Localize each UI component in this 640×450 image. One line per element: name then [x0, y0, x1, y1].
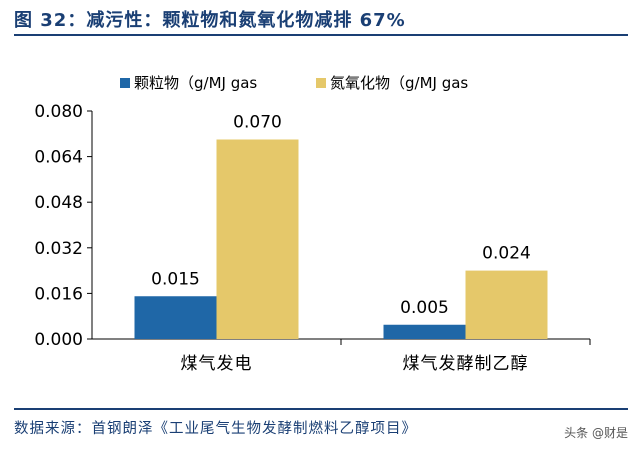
data-label: 0.070 [233, 113, 282, 133]
y-tick-label: 0.080 [34, 102, 83, 122]
bar-1 [383, 324, 466, 339]
legend-swatch [120, 78, 130, 88]
data-label: 0.005 [400, 298, 449, 318]
y-tick-label: 0.016 [34, 284, 83, 304]
source-note: 数据来源：首钢朗泽《工业尾气生物发酵制燃料乙醇项目》 [14, 421, 417, 437]
y-tick-label: 0.000 [34, 330, 83, 350]
data-label: 0.024 [482, 244, 531, 264]
title-divider [14, 34, 628, 36]
y-tick-label: 0.064 [34, 148, 83, 168]
legend-label: 颗粒物（g/MJ gas [134, 74, 257, 92]
bar-1 [134, 296, 217, 339]
data-label: 0.015 [151, 269, 200, 289]
watermark: 头条 @财是 [562, 424, 630, 441]
bar-2 [216, 139, 299, 339]
bar-chart: 0.000 0.016 0.032 0.048 0.064 0.080 煤气发电 0.015 0… [34, 74, 591, 374]
legend-label: 氮氧化物（g/MJ gas [330, 74, 468, 92]
chart-title: 图 32：减污性：颗粒物和氮氧化物减排 67% [14, 10, 406, 31]
y-tick-label: 0.032 [34, 239, 83, 259]
bar-2 [465, 270, 548, 339]
x-category-label: 煤气发酵制乙醇 [403, 354, 529, 374]
y-tick-label: 0.048 [34, 193, 83, 213]
legend-swatch [316, 78, 326, 88]
x-category-label: 煤气发电 [181, 354, 253, 374]
source-divider [14, 408, 628, 410]
